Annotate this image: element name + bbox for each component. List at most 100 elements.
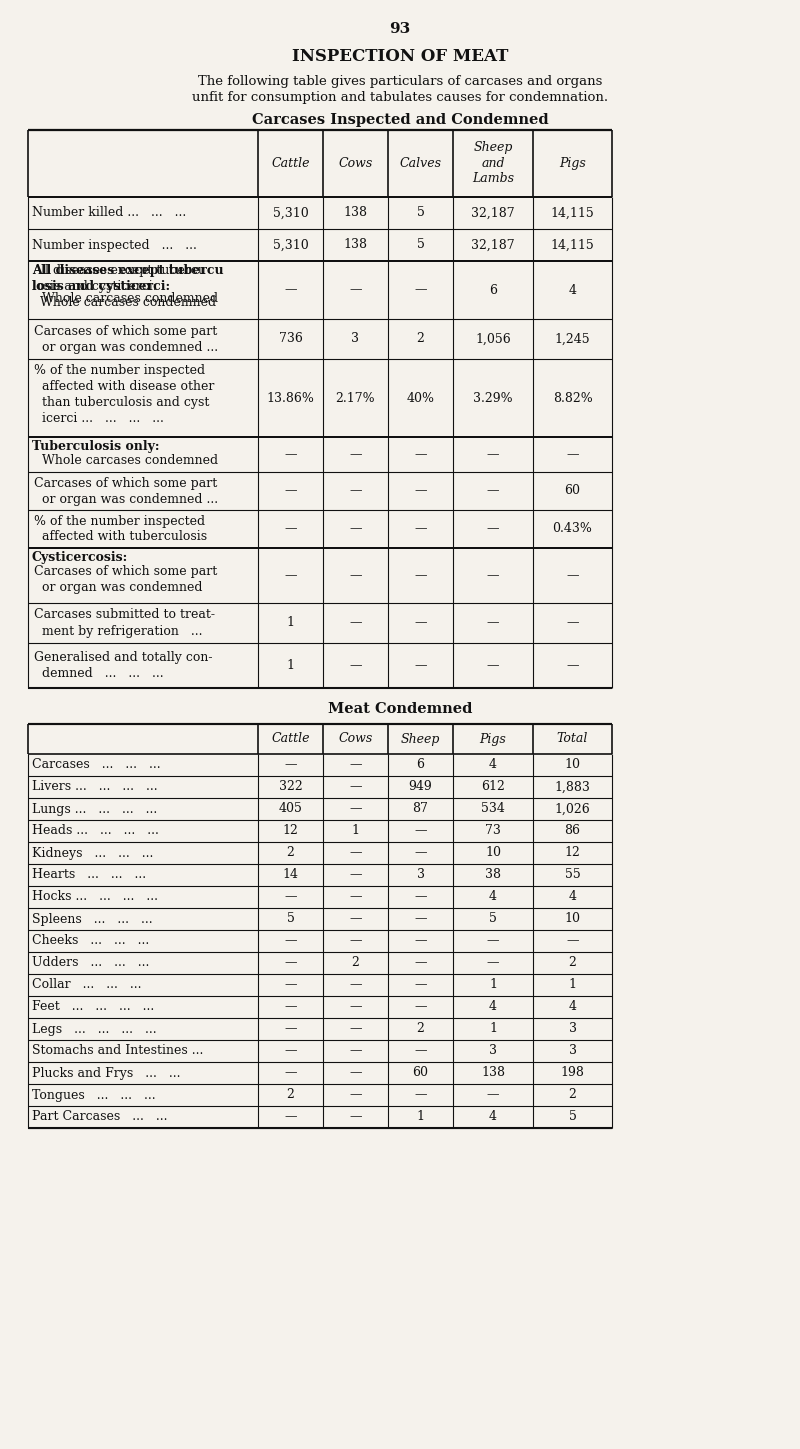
Text: 405: 405 <box>278 803 302 816</box>
Text: —: — <box>566 616 578 629</box>
Text: Legs   ...   ...   ...   ...: Legs ... ... ... ... <box>32 1023 157 1036</box>
Text: —: — <box>486 523 499 536</box>
Text: 2: 2 <box>286 846 294 859</box>
Text: Carcases of which some part
  or organ was condemned: Carcases of which some part or organ was… <box>34 565 218 594</box>
Text: 2: 2 <box>417 332 425 345</box>
Text: —: — <box>566 659 578 672</box>
Text: —: — <box>486 569 499 582</box>
Text: Cysticercosis:: Cysticercosis: <box>32 551 128 564</box>
Text: 3: 3 <box>569 1045 577 1058</box>
Text: 1,056: 1,056 <box>475 332 511 345</box>
Text: Udders   ...   ...   ...: Udders ... ... ... <box>32 956 150 969</box>
Text: —: — <box>414 523 426 536</box>
Text: —: — <box>350 913 362 926</box>
Text: 10: 10 <box>485 846 501 859</box>
Text: 0.43%: 0.43% <box>553 523 593 536</box>
Text: 198: 198 <box>561 1066 585 1080</box>
Text: 5,310: 5,310 <box>273 239 308 252</box>
Text: —: — <box>414 978 426 991</box>
Text: 32,187: 32,187 <box>471 207 515 219</box>
Text: Kidneys   ...   ...   ...: Kidneys ... ... ... <box>32 846 154 859</box>
Text: 2.17%: 2.17% <box>336 391 375 404</box>
Text: unfit for consumption and tabulates causes for condemnation.: unfit for consumption and tabulates caus… <box>192 91 608 104</box>
Text: —: — <box>414 1000 426 1013</box>
Text: Carcases   ...   ...   ...: Carcases ... ... ... <box>32 758 161 771</box>
Text: Plucks and Frys   ...   ...: Plucks and Frys ... ... <box>32 1066 181 1080</box>
Text: Hocks ...   ...   ...   ...: Hocks ... ... ... ... <box>32 891 158 904</box>
Text: 2: 2 <box>569 956 577 969</box>
Text: 13.86%: 13.86% <box>266 391 314 404</box>
Text: 60: 60 <box>413 1066 429 1080</box>
Text: —: — <box>414 956 426 969</box>
Text: —: — <box>414 1045 426 1058</box>
Text: 4: 4 <box>489 758 497 771</box>
Text: Part Carcases   ...   ...: Part Carcases ... ... <box>32 1110 167 1123</box>
Text: 1: 1 <box>286 659 294 672</box>
Text: Carcases of which some part
  or organ was condemned ...: Carcases of which some part or organ was… <box>34 325 218 354</box>
Text: Cheeks   ...   ...   ...: Cheeks ... ... ... <box>32 935 150 948</box>
Text: 1: 1 <box>569 978 577 991</box>
Text: % of the number inspected
  affected with tuberculosis: % of the number inspected affected with … <box>34 514 207 543</box>
Text: 6: 6 <box>489 284 497 297</box>
Text: 138: 138 <box>343 239 367 252</box>
Text: —: — <box>350 284 362 297</box>
Text: 736: 736 <box>278 332 302 345</box>
Text: —: — <box>350 1088 362 1101</box>
Text: 138: 138 <box>343 207 367 219</box>
Text: Total: Total <box>557 733 588 745</box>
Text: —: — <box>414 913 426 926</box>
Text: Carcases Inspected and Condemned: Carcases Inspected and Condemned <box>252 113 548 128</box>
Text: Heads ...   ...   ...   ...: Heads ... ... ... ... <box>32 824 159 838</box>
Text: —: — <box>350 659 362 672</box>
Text: 1,026: 1,026 <box>554 803 590 816</box>
Text: —: — <box>284 448 297 461</box>
Text: —: — <box>350 1000 362 1013</box>
Text: —: — <box>284 284 297 297</box>
Text: —: — <box>350 1066 362 1080</box>
Text: Collar   ...   ...   ...: Collar ... ... ... <box>32 978 142 991</box>
Text: 2: 2 <box>417 1023 425 1036</box>
Text: Tuberculosis only:: Tuberculosis only: <box>32 440 159 454</box>
Text: 1: 1 <box>286 616 294 629</box>
Text: 5: 5 <box>417 239 425 252</box>
Text: —: — <box>350 846 362 859</box>
Text: All diseases except tubercu
losis and cysticerci:
  Whole carcases condemned: All diseases except tubercu losis and cy… <box>32 264 216 309</box>
Text: 4: 4 <box>569 891 577 904</box>
Text: 1: 1 <box>489 978 497 991</box>
Text: 2: 2 <box>351 956 359 969</box>
Text: 5: 5 <box>286 913 294 926</box>
Text: —: — <box>284 1045 297 1058</box>
Text: 3: 3 <box>351 332 359 345</box>
Text: Whole carcases condemned: Whole carcases condemned <box>34 293 218 304</box>
Text: 86: 86 <box>565 824 581 838</box>
Text: Calves: Calves <box>399 156 442 170</box>
Text: Livers ...   ...   ...   ...: Livers ... ... ... ... <box>32 781 158 794</box>
Text: —: — <box>414 484 426 497</box>
Text: 534: 534 <box>481 803 505 816</box>
Text: Cows: Cows <box>338 733 373 745</box>
Text: Sheep
and
Lambs: Sheep and Lambs <box>472 142 514 185</box>
Text: 4: 4 <box>569 284 577 297</box>
Text: —: — <box>284 569 297 582</box>
Text: 949: 949 <box>409 781 432 794</box>
Text: —: — <box>486 1088 499 1101</box>
Text: 32,187: 32,187 <box>471 239 515 252</box>
Text: 138: 138 <box>481 1066 505 1080</box>
Text: —: — <box>414 569 426 582</box>
Text: 12: 12 <box>282 824 298 838</box>
Text: 5: 5 <box>489 913 497 926</box>
Text: 2: 2 <box>286 1088 294 1101</box>
Text: —: — <box>350 1045 362 1058</box>
Text: —: — <box>350 448 362 461</box>
Text: 93: 93 <box>390 22 410 36</box>
Text: Cows: Cows <box>338 156 373 170</box>
Text: —: — <box>414 284 426 297</box>
Text: 60: 60 <box>565 484 581 497</box>
Text: —: — <box>350 868 362 881</box>
Text: Feet   ...   ...   ...   ...: Feet ... ... ... ... <box>32 1000 154 1013</box>
Text: 5: 5 <box>417 207 425 219</box>
Text: —: — <box>350 1023 362 1036</box>
Text: Spleens   ...   ...   ...: Spleens ... ... ... <box>32 913 153 926</box>
Text: —: — <box>284 523 297 536</box>
Text: —: — <box>414 824 426 838</box>
